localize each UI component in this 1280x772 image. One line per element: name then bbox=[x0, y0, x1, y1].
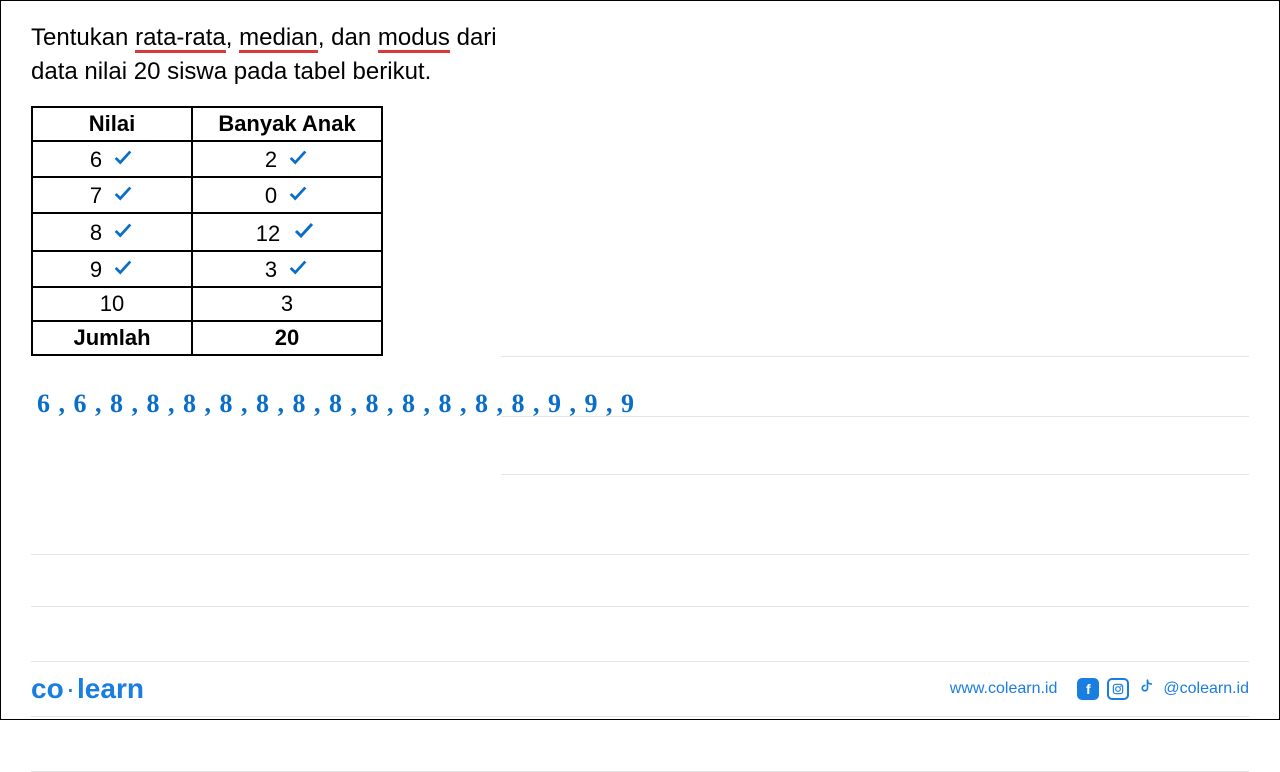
checkmark-icon bbox=[112, 219, 134, 247]
table-header-row: Nilai Banyak Anak bbox=[32, 107, 382, 141]
table-row: 10 3 bbox=[32, 287, 382, 321]
cell-nilai: 7 bbox=[32, 177, 192, 213]
table-row: 70 bbox=[32, 177, 382, 213]
keyword-median: median bbox=[239, 25, 318, 53]
table-row: 8 12 bbox=[32, 213, 382, 251]
footer-bar: co·learn www.colearn.id f @colearn.id bbox=[1, 659, 1279, 719]
q-pre: Tentukan bbox=[31, 24, 135, 51]
instagram-icon[interactable] bbox=[1107, 678, 1129, 700]
brand-part-a: co bbox=[31, 673, 64, 704]
nilai-value: 9 bbox=[90, 257, 102, 282]
nilai-value: 8 bbox=[90, 220, 102, 245]
keyword-modus: modus bbox=[378, 25, 450, 53]
checkmark-icon bbox=[287, 182, 309, 210]
checkmark-icon bbox=[112, 256, 134, 284]
checkmark-icon bbox=[287, 146, 309, 174]
anak-value: 0 bbox=[265, 183, 277, 208]
brand-dot: · bbox=[66, 673, 75, 704]
nilai-value: 10 bbox=[100, 291, 124, 316]
brand-part-b: learn bbox=[77, 673, 144, 704]
checkmark-icon bbox=[290, 218, 318, 248]
header-banyak-anak: Banyak Anak bbox=[192, 107, 382, 141]
q-post: dari bbox=[450, 24, 497, 51]
footer-url[interactable]: www.colearn.id bbox=[950, 680, 1058, 698]
content-area: Tentukan rata-rata, median, dan modus da… bbox=[1, 1, 1279, 439]
q-sep2: , dan bbox=[318, 24, 378, 51]
cell-nilai: 10 bbox=[32, 287, 192, 321]
footer-value: 20 bbox=[192, 321, 382, 355]
brand-logo: co·learn bbox=[31, 673, 144, 705]
social-handle: @colearn.id bbox=[1163, 680, 1249, 698]
nilai-value: 7 bbox=[90, 183, 102, 208]
footer-label: Jumlah bbox=[32, 321, 192, 355]
tiktok-icon[interactable] bbox=[1137, 678, 1155, 701]
table-row: 93 bbox=[32, 251, 382, 287]
anak-value: 2 bbox=[265, 147, 277, 172]
data-table-wrapper: Nilai Banyak Anak 627081293103 Jumlah 20 bbox=[31, 106, 383, 356]
facebook-icon[interactable]: f bbox=[1077, 678, 1099, 700]
header-nilai: Nilai bbox=[32, 107, 192, 141]
nilai-value: 6 bbox=[90, 147, 102, 172]
checkmark-icon bbox=[112, 182, 134, 210]
cell-banyak-anak: 0 bbox=[192, 177, 382, 213]
q-sep1: , bbox=[226, 24, 239, 51]
cell-banyak-anak: 3 bbox=[192, 251, 382, 287]
frequency-table: Nilai Banyak Anak 627081293103 Jumlah 20 bbox=[31, 106, 383, 356]
table-row: 62 bbox=[32, 141, 382, 177]
question-line2: data nilai 20 siswa pada tabel berikut. bbox=[31, 58, 431, 85]
table-footer-row: Jumlah 20 bbox=[32, 321, 382, 355]
footer-right: www.colearn.id f @colearn.id bbox=[950, 678, 1249, 701]
cell-banyak-anak: 3 bbox=[192, 287, 382, 321]
handwritten-sequence: 6 , 6 , 8 , 8 , 8 , 8 , 8 , 8 , 8 , 8 , … bbox=[31, 389, 1249, 419]
social-links: f @colearn.id bbox=[1077, 678, 1249, 701]
ruled-line bbox=[501, 474, 1249, 475]
checkmark-icon bbox=[287, 256, 309, 284]
cell-nilai: 8 bbox=[32, 213, 192, 251]
ruled-line bbox=[31, 606, 1249, 607]
cell-nilai: 9 bbox=[32, 251, 192, 287]
question-text: Tentukan rata-rata, median, dan modus da… bbox=[31, 21, 1249, 88]
anak-value: 3 bbox=[265, 257, 277, 282]
cell-banyak-anak: 12 bbox=[192, 213, 382, 251]
checkmark-icon bbox=[112, 146, 134, 174]
anak-value: 3 bbox=[281, 291, 293, 316]
cell-banyak-anak: 2 bbox=[192, 141, 382, 177]
cell-nilai: 6 bbox=[32, 141, 192, 177]
anak-value: 12 bbox=[256, 221, 280, 246]
keyword-rata-rata: rata-rata bbox=[135, 25, 226, 53]
ruled-line bbox=[31, 554, 1249, 555]
